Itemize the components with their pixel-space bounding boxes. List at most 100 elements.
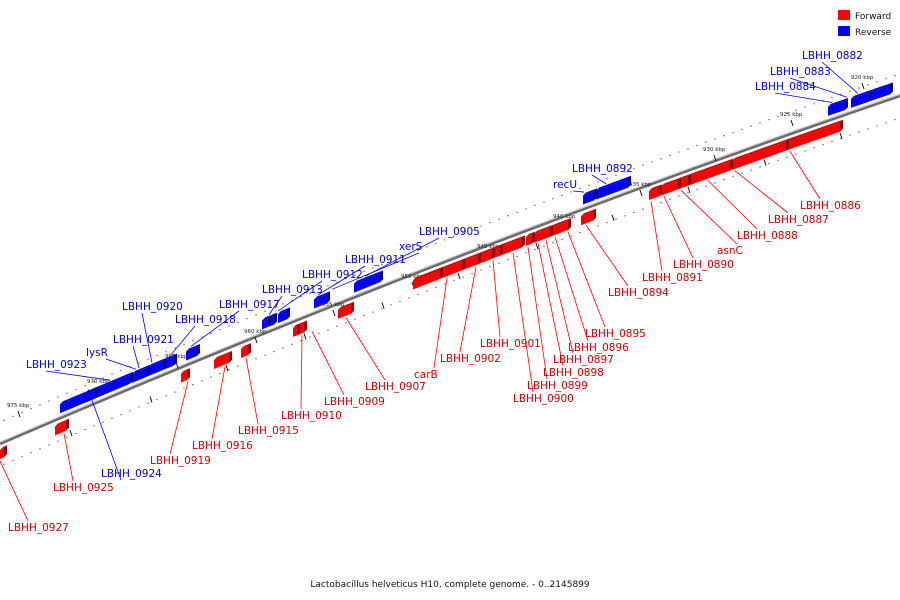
guide-dot (858, 87, 860, 89)
gene-arrow[interactable] (55, 421, 66, 436)
gene-arrow[interactable] (596, 178, 628, 200)
backbone-highlight (0, 93, 900, 443)
guide-dot (300, 296, 302, 298)
gene-arrow[interactable] (164, 356, 174, 370)
gene-arrow[interactable] (338, 304, 351, 319)
gene-arrow-top (181, 368, 190, 374)
gene-arrow[interactable] (148, 361, 163, 377)
gene-label[interactable]: LBHH_0886 (800, 200, 861, 212)
gene-arrow[interactable] (550, 221, 568, 237)
gene-label[interactable]: LBHH_0898 (543, 367, 604, 379)
gene-arrow-side (297, 323, 300, 336)
gene-label[interactable]: recU (553, 179, 577, 191)
gene-arrow-side (163, 358, 166, 371)
gene-arrow[interactable] (478, 249, 492, 265)
guide-dot (12, 415, 14, 418)
gene-arrow[interactable] (851, 92, 869, 108)
gene-label[interactable]: LBHH_0899 (527, 380, 588, 392)
gene-arrow[interactable] (278, 310, 287, 323)
gene-arrow-top (550, 218, 571, 228)
guide-dot (570, 235, 572, 237)
gene-label[interactable]: LBHH_0900 (513, 393, 574, 405)
gene-arrow[interactable] (828, 100, 845, 116)
gene-label[interactable]: xerS (399, 241, 423, 253)
gene-label[interactable]: LBHH_0894 (608, 287, 669, 299)
gene-label[interactable]: LBHH_0882 (802, 50, 863, 62)
gene-label[interactable]: LBHH_0901 (480, 338, 541, 350)
gene-label[interactable]: LBHH_0913 (262, 284, 323, 296)
gene-arrow[interactable] (661, 180, 678, 196)
guide-dot (390, 304, 392, 306)
guide-dot (804, 106, 806, 108)
gene-label[interactable]: LBHH_0919 (150, 455, 211, 467)
gene-arrow[interactable] (90, 374, 130, 401)
gene-arrow[interactable] (413, 269, 440, 290)
gene-label[interactable]: LBHH_0890 (673, 259, 734, 271)
guide-dot (507, 215, 509, 217)
gene-label[interactable]: LBHH_0910 (281, 410, 342, 422)
guide-dot (66, 436, 68, 439)
gene-label[interactable]: LBHH_0897 (553, 354, 614, 366)
guide-dot (129, 410, 131, 412)
gene-label[interactable]: LBHH_0896 (568, 342, 629, 354)
gene-arrow[interactable] (132, 367, 147, 383)
gene-label[interactable]: LBHH_0892 (572, 163, 633, 175)
gene-label[interactable]: LBHH_0920 (122, 301, 183, 313)
gene-label[interactable]: LBHH_0883 (770, 66, 831, 78)
gene-label[interactable]: LBHH_0891 (642, 272, 703, 284)
gene-label[interactable]: LBHH_0918 (175, 314, 236, 326)
gene-arrow[interactable] (262, 318, 268, 330)
tick-label: 935 kbp (629, 182, 652, 188)
gene-arrow[interactable] (649, 187, 659, 201)
gene-arrow[interactable] (870, 85, 890, 102)
gene-label[interactable]: lysR (86, 347, 108, 359)
gene-arrow-top (60, 388, 93, 405)
gene-arrow[interactable] (462, 255, 478, 271)
gene-arrow[interactable] (354, 273, 380, 293)
gene-label[interactable]: LBHH_0895 (585, 328, 646, 340)
gene-label[interactable]: LBHH_0888 (737, 230, 798, 242)
gene-arrow[interactable] (181, 371, 187, 383)
guide-dot (147, 358, 149, 360)
gene-arrow[interactable] (214, 353, 229, 370)
gene-arrow-side (147, 364, 150, 377)
gene-arrow[interactable] (688, 161, 730, 186)
guide-dot (255, 358, 257, 360)
gene-arrow[interactable] (581, 211, 593, 226)
gene-label[interactable]: LBHH_0907 (365, 381, 426, 393)
guide-dot (30, 407, 32, 410)
gene-label[interactable]: LBHH_0911 (345, 254, 406, 266)
gene-label[interactable]: LBHH_0917 (219, 299, 280, 311)
gene-arrow[interactable] (0, 448, 4, 459)
gene-arrow[interactable] (534, 227, 550, 243)
gene-arrow[interactable] (85, 389, 95, 403)
gene-arrow[interactable] (293, 326, 297, 337)
gene-arrow[interactable] (583, 191, 594, 205)
gene-label[interactable]: LBHH_0887 (768, 214, 829, 226)
gene-label[interactable]: LBHH_0927 (8, 522, 69, 534)
gene-arrow[interactable] (60, 391, 90, 414)
gene-label[interactable]: LBHH_0905 (419, 226, 480, 238)
gene-label[interactable]: asnC (717, 245, 743, 257)
gene-label[interactable]: carB (414, 369, 438, 381)
gene-label[interactable]: LBHH_0912 (302, 269, 363, 281)
gene-arrow[interactable] (500, 238, 522, 256)
legend-label-forward: Forward (855, 12, 891, 22)
guide-dot (399, 300, 401, 303)
gene-leader-line (63, 433, 74, 482)
gene-arrow[interactable] (186, 346, 197, 361)
gene-label[interactable]: LBHH_0915 (238, 425, 299, 437)
gene-arrow[interactable] (786, 122, 840, 151)
gene-arrow[interactable] (241, 346, 248, 358)
gene-label[interactable]: LBHH_0924 (101, 468, 162, 480)
gene-label[interactable]: LBHH_0925 (53, 482, 114, 494)
gene-label[interactable]: LBHH_0902 (440, 353, 501, 365)
gene-label[interactable]: LBHH_0884 (755, 81, 816, 93)
gene-arrow[interactable] (732, 141, 786, 170)
gene-arrow[interactable] (314, 294, 327, 309)
gene-label[interactable]: LBHH_0921 (113, 334, 174, 346)
gene-label[interactable]: LBHH_0923 (26, 359, 87, 371)
gene-arrow[interactable] (526, 234, 532, 246)
gene-label[interactable]: LBHH_0916 (192, 440, 253, 452)
gene-label[interactable]: LBHH_0909 (324, 396, 385, 408)
